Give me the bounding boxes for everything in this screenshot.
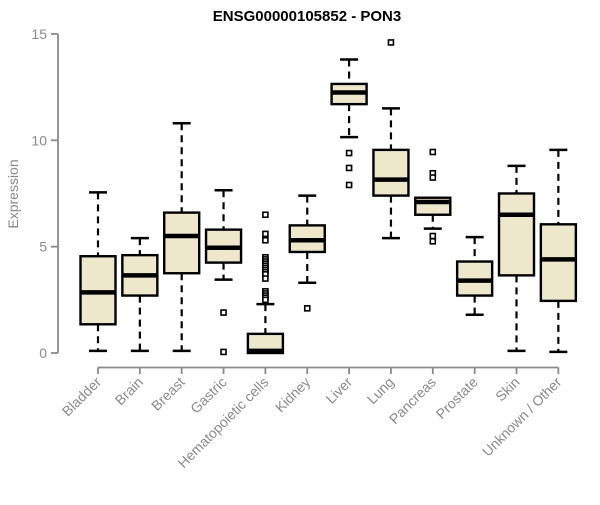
- outlier-point: [262, 236, 269, 244]
- x-category-label-lung: Lung: [364, 374, 397, 407]
- outlier-point: [262, 275, 269, 282]
- x-category-label-prostate: Prostate: [433, 374, 481, 422]
- x-category-label-brain: Brain: [112, 374, 146, 408]
- boxplot-skin: [497, 164, 536, 353]
- boxplot-bladder: [79, 191, 117, 353]
- y-axis-label: Expression: [5, 159, 21, 228]
- outlier-point: [429, 174, 437, 181]
- outlier-point: [262, 230, 269, 238]
- outlier-point: [262, 211, 269, 219]
- x-category-label-kidney: Kidney: [272, 374, 314, 416]
- outlier-point: [387, 39, 395, 46]
- boxplot-lung: [372, 39, 410, 240]
- outlier-point: [345, 181, 353, 189]
- outlier-point: [429, 238, 437, 245]
- x-category-label-breast: Breast: [148, 374, 188, 414]
- boxplot-prostate: [455, 235, 494, 316]
- x-category-label-skin: Skin: [492, 374, 523, 405]
- outlier-point: [303, 305, 311, 312]
- boxplot-pancreas: [414, 148, 452, 245]
- boxplot-hematopoietic-cells: [246, 211, 285, 355]
- outlier-point: [429, 148, 437, 156]
- y-tick-label: 10: [31, 132, 47, 148]
- chart-title: ENSG00000105852 - PON3: [213, 8, 401, 25]
- boxplot-brain: [121, 236, 159, 353]
- outlier-point: [262, 296, 269, 304]
- y-tick-label: 0: [39, 345, 47, 361]
- x-category-label-pancreas: Pancreas: [386, 374, 439, 427]
- x-category-label-liver: Liver: [322, 374, 355, 407]
- boxplots: [79, 39, 578, 356]
- boxplot-breast: [162, 122, 201, 353]
- iqr-box: [162, 211, 201, 275]
- x-category-label-unknown-other: Unknown / Other: [479, 374, 565, 460]
- x-category-label-bladder: Bladder: [59, 374, 105, 420]
- boxplot-unknown-other: [539, 148, 578, 354]
- boxplot-gastric: [204, 189, 243, 356]
- outlier-point: [220, 348, 227, 356]
- iqr-box: [372, 148, 410, 197]
- outlier-point: [345, 149, 353, 157]
- y-tick-label: 15: [31, 26, 47, 42]
- outlier-point: [220, 309, 227, 316]
- iqr-box: [497, 192, 536, 277]
- boxplot-kidney: [288, 194, 326, 312]
- boxplot-liver: [330, 58, 368, 189]
- iqr-box: [539, 223, 578, 303]
- outlier-point: [345, 164, 353, 172]
- y-tick-label: 5: [39, 239, 47, 255]
- outlier-point: [429, 232, 437, 240]
